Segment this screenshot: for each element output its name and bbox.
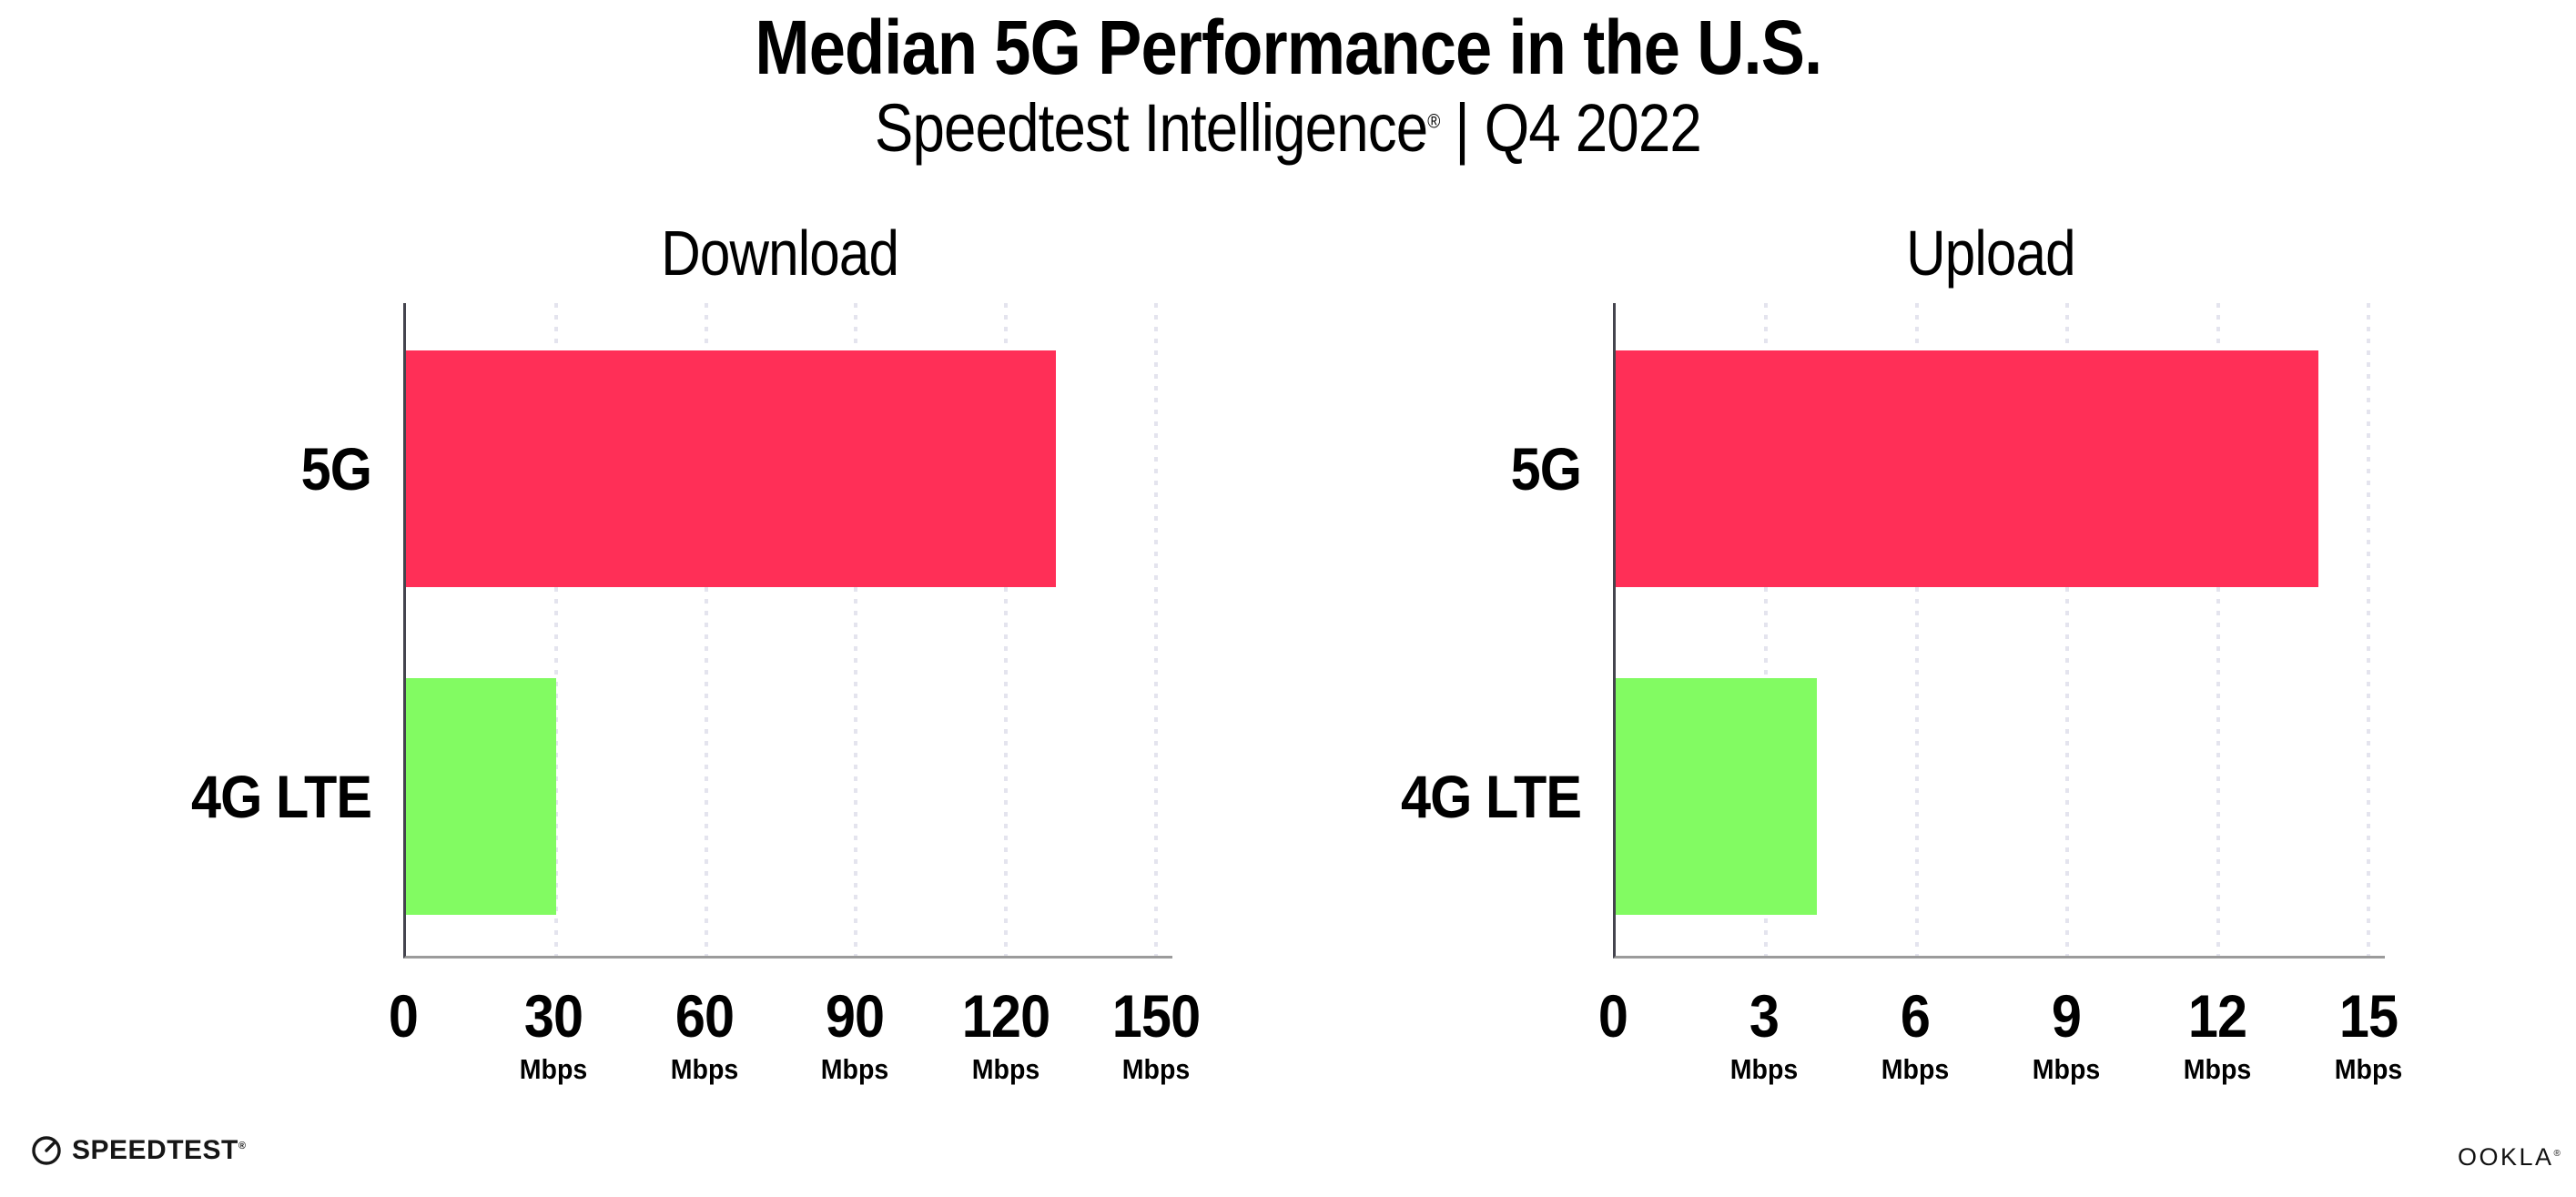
page-title-text: Median 5G Performance in the U.S. — [755, 5, 1822, 90]
upload-chart-title: Upload — [1906, 218, 2075, 289]
page-title: Median 5G Performance in the U.S. — [0, 5, 2576, 90]
download-plot-area: 5G 4G LTE — [191, 303, 1172, 959]
download-x-tick-label-60: 60 — [674, 982, 735, 1050]
download-x-axis-extension — [1156, 956, 1172, 959]
registered-mark: ® — [1427, 109, 1440, 133]
download-x-tick-30: 30 Mbps — [517, 986, 591, 1083]
download-gridline-30 — [553, 303, 558, 956]
page-subtitle: Speedtest Intelligence® | Q4 2022 — [0, 91, 2576, 165]
upload-gridline-9 — [2065, 303, 2070, 956]
upload-plot-area: 5G 4G LTE — [1401, 303, 2385, 959]
upload-x-tick-label-3: 3 — [1749, 982, 1780, 1050]
download-row-label-4g-lte: 4G LTE — [190, 763, 372, 830]
download-x-tick-label-150: 150 — [1111, 982, 1201, 1050]
upload-x-tick-unit-9: Mbps — [2032, 1053, 2101, 1085]
download-x-axis-ticks: 0 30 Mbps 60 Mbps 90 Mbps 120 Mbps 150 Mbps — [389, 986, 1201, 1104]
download-chart: Download 5G 4G LTE 0 30 Mbps 60 Mbps 90 Mbps 120… — [191, 0, 1201, 1197]
upload-x-axis-ticks: 0 3 Mbps 6 Mbps 9 Mbps 12 Mbps 15 Mbps — [1598, 986, 2402, 1104]
download-x-tick-label-90: 90 — [826, 982, 885, 1050]
speedtest-wordmark: SPEEDTEST® — [72, 1135, 247, 1165]
download-gridline-60 — [704, 303, 708, 956]
download-gridline-150 — [1154, 303, 1158, 956]
upload-x-tick-3: 3 Mbps — [1728, 986, 1801, 1083]
download-x-tick-unit-30: Mbps — [520, 1053, 588, 1085]
download-gridline-90 — [854, 303, 858, 956]
download-x-tick-60: 60 Mbps — [667, 986, 741, 1083]
upload-x-tick-6: 6 Mbps — [1879, 986, 1952, 1083]
speedtest-logo: SPEEDTEST® — [30, 1134, 246, 1167]
ookla-registered-mark: ® — [2553, 1149, 2561, 1159]
upload-x-tick-label-9: 9 — [2051, 982, 2082, 1050]
download-bar-4g-lte — [406, 678, 556, 915]
speedtest-registered-mark: ® — [238, 1141, 247, 1151]
upload-x-tick-15: 15 Mbps — [2332, 986, 2406, 1083]
download-x-tick-0: 0 — [387, 986, 420, 1046]
page-subtitle-text: Speedtest Intelligence® | Q4 2022 — [874, 90, 1702, 166]
upload-gridline-3 — [1764, 303, 1769, 956]
download-x-tick-unit-90: Mbps — [820, 1053, 889, 1085]
subtitle-period: | Q4 2022 — [1439, 90, 1702, 166]
upload-x-tick-12: 12 Mbps — [2181, 986, 2255, 1083]
download-x-tick-unit-120: Mbps — [971, 1053, 1040, 1085]
upload-gridline-12 — [2216, 303, 2220, 956]
download-x-tick-unit-60: Mbps — [670, 1053, 739, 1085]
upload-row-label-4g-lte: 4G LTE — [1400, 763, 1582, 830]
upload-x-tick-unit-6: Mbps — [1881, 1053, 1950, 1085]
download-x-tick-unit-150: Mbps — [1121, 1053, 1191, 1085]
upload-x-tick-9: 9 Mbps — [2030, 986, 2104, 1083]
upload-gridline-15 — [2367, 303, 2370, 956]
speedtest-gauge-icon — [32, 1136, 61, 1165]
upload-row-label-5g: 5G — [1510, 435, 1582, 502]
download-gridline-120 — [1004, 303, 1009, 956]
upload-x-tick-unit-3: Mbps — [1729, 1053, 1799, 1085]
upload-x-tick-unit-12: Mbps — [2183, 1053, 2252, 1085]
download-row-label-5g: 5G — [300, 435, 372, 502]
upload-x-tick-label-0: 0 — [1597, 982, 1628, 1050]
download-x-tick-120: 120 Mbps — [957, 986, 1054, 1083]
download-x-tick-label-0: 0 — [388, 982, 419, 1050]
upload-x-tick-label-6: 6 — [1900, 982, 1931, 1050]
upload-gridline-6 — [1914, 303, 1919, 956]
download-chart-title: Download — [661, 218, 899, 289]
download-bar-5g — [406, 350, 1057, 587]
upload-x-tick-label-12: 12 — [2187, 982, 2247, 1050]
download-x-tick-label-120: 120 — [961, 982, 1050, 1050]
upload-bar-5g — [1616, 350, 2318, 587]
ookla-wordmark: OOKLA® — [2458, 1143, 2561, 1171]
download-x-tick-label-30: 30 — [524, 982, 583, 1050]
upload-x-tick-unit-15: Mbps — [2334, 1053, 2403, 1085]
download-x-tick-150: 150 Mbps — [1107, 986, 1204, 1083]
download-x-tick-90: 90 Mbps — [818, 986, 892, 1083]
upload-chart: Upload 5G 4G LTE 0 3 Mbps 6 Mbps 9 Mbps 12 Mbps 15… — [1401, 0, 2402, 1197]
upload-bar-4g-lte — [1616, 678, 1817, 915]
upload-x-tick-label-15: 15 — [2338, 982, 2399, 1050]
upload-x-axis-extension — [2368, 956, 2385, 959]
upload-x-tick-0: 0 — [1597, 986, 1629, 1046]
subtitle-brand: Speedtest Intelligence — [874, 90, 1428, 166]
